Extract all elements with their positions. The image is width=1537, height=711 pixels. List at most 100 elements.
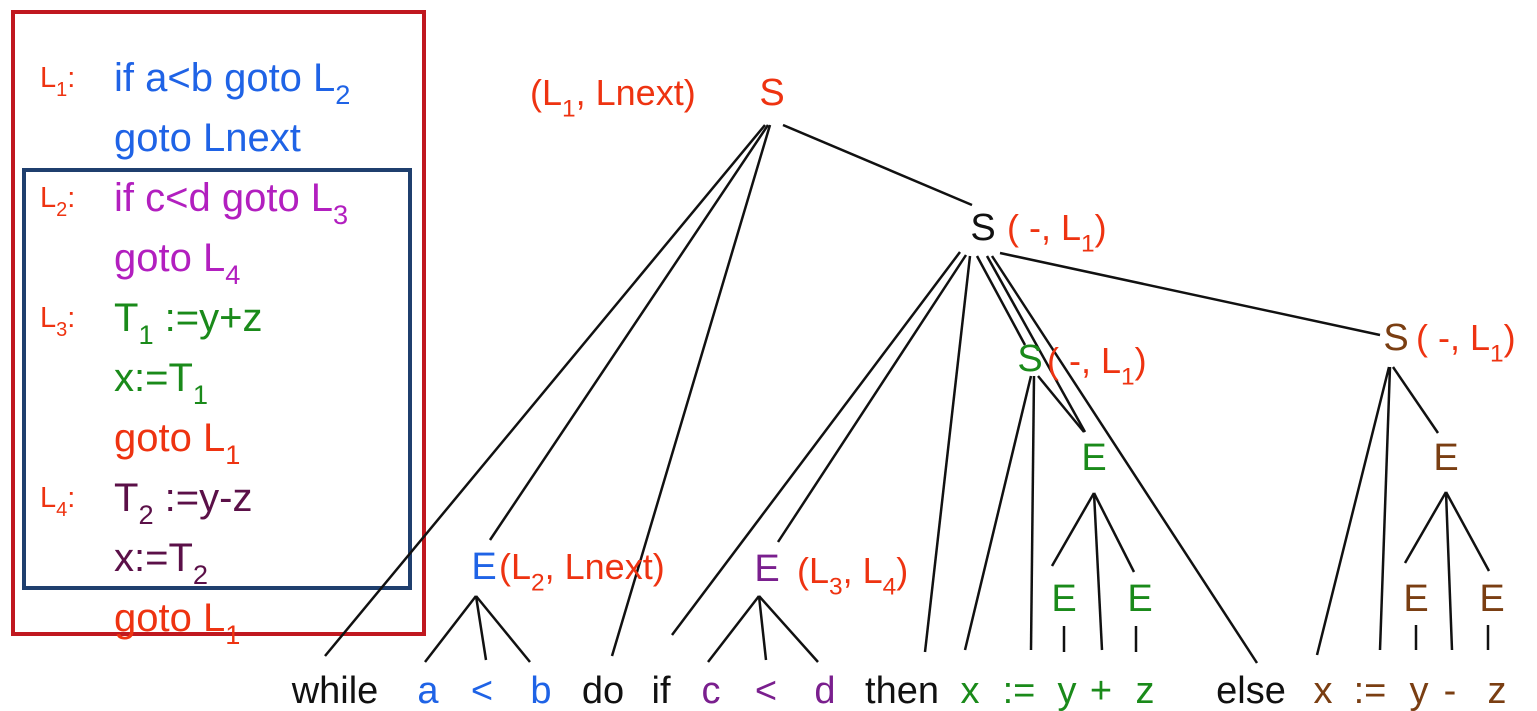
code-line-label: L1: — [40, 62, 75, 101]
tree-edge — [1050, 492, 1096, 567]
code-line-part: 4 — [225, 259, 240, 290]
token-y1: y — [1058, 670, 1077, 711]
tree-node-e-while: E — [471, 546, 496, 588]
node-attribute-part: , Lnext) — [576, 72, 696, 113]
tree-edge — [1029, 375, 1036, 651]
tree-edge — [1378, 366, 1392, 651]
tree-edge — [475, 595, 531, 663]
tree-edge — [990, 255, 1259, 664]
code-line-part: 2 — [335, 79, 350, 110]
tree-edge — [610, 124, 772, 657]
inner-code-box — [22, 168, 412, 590]
tree-edge — [999, 251, 1381, 337]
code-line: goto L1 — [114, 416, 240, 470]
code-line: T2 :=y-z — [114, 476, 252, 530]
node-attribute-part: ) — [1095, 207, 1107, 248]
token-if: if — [652, 670, 671, 711]
node-attribute-part: 4 — [883, 574, 897, 601]
tree-edge — [324, 124, 766, 657]
code-line-label: L3: — [40, 302, 75, 341]
node-attribute-part: 3 — [829, 574, 843, 601]
node-attribute-part: (L — [499, 546, 531, 587]
token-sequence: while a < b do if c < d then x:= y + z else x:= y - z — [291, 670, 1507, 711]
tree-node-e-if: E — [754, 548, 779, 590]
tree-node-e-then_l: E — [1051, 578, 1076, 620]
code-line-part: x:=T — [114, 536, 193, 580]
token-y2: y — [1410, 670, 1429, 711]
tree-edge — [424, 595, 477, 663]
token-b: b — [530, 670, 551, 711]
tree-edge — [1391, 366, 1440, 434]
node-attribute-part: 2 — [531, 570, 545, 597]
code-line-part: 1 — [225, 619, 240, 650]
tree-edge — [488, 124, 770, 541]
node-attribute-part: (L — [797, 550, 829, 591]
token-assign1: := — [1003, 670, 1036, 711]
token-assign2: := — [1354, 670, 1387, 711]
token-d: d — [814, 670, 835, 711]
tree-edge — [758, 595, 819, 663]
code-line-part: 2 — [193, 559, 208, 590]
node-attribute-part: ) — [896, 550, 908, 591]
tree-edge — [1037, 375, 1085, 433]
code-line-part: 1 — [225, 439, 240, 470]
tree-node-e-else_r: E — [1479, 578, 1504, 620]
tree-edge — [1444, 491, 1491, 572]
tree-node-s-then: S — [1017, 338, 1042, 380]
node-attribute-part: 1 — [562, 96, 576, 123]
tree-edge — [757, 595, 768, 661]
tree-edge — [963, 375, 1033, 651]
code-line-part: if c<d goto L — [114, 176, 333, 220]
code-line: T1 :=y+z — [114, 296, 263, 350]
token-then: then — [865, 670, 939, 711]
tree-edge — [474, 595, 488, 661]
code-line-label: L4: — [40, 482, 75, 521]
tree-node-s-root: S — [759, 72, 784, 114]
node-attribute: (L3, L4) — [797, 550, 908, 601]
tree-node-s-else: S — [1383, 317, 1408, 359]
node-attribute: ( -, L1) — [1416, 317, 1516, 368]
code-line-part: :=y-z — [154, 476, 253, 520]
code-line-part: goto L — [114, 416, 225, 460]
node-attribute-part: 1 — [1121, 364, 1135, 391]
node-attribute-part: ( -, L — [1007, 207, 1081, 248]
code-line-part: x:=T — [114, 356, 193, 400]
tree-edge — [923, 255, 972, 653]
tree-node-e-else_l: E — [1403, 578, 1428, 620]
token-while: while — [291, 670, 379, 711]
tree-node-e-then_r: E — [1127, 578, 1152, 620]
code-line-part: 1 — [193, 379, 208, 410]
tree-edges — [324, 123, 1491, 664]
code-line-part: goto Lnext — [114, 116, 301, 160]
code-line-part: 2 — [138, 499, 153, 530]
tree-edge — [1315, 366, 1391, 656]
token-plus: + — [1090, 670, 1112, 711]
token-x1: x — [961, 670, 980, 711]
code-line: if c<d goto L3 — [114, 176, 348, 230]
code-line-part: T — [114, 296, 138, 340]
token-do: do — [582, 670, 624, 711]
code-line: goto Lnext — [114, 116, 301, 160]
token-lt1: < — [471, 670, 493, 711]
tree-edge — [985, 255, 1087, 433]
code-line-part: goto L — [114, 236, 225, 280]
tree-node-e-then: E — [1081, 437, 1106, 479]
tree-edge — [671, 251, 961, 636]
token-z1: z — [1136, 670, 1155, 711]
node-attribute-part: ) — [1135, 340, 1147, 381]
token-lt2: < — [755, 670, 777, 711]
node-attribute-part: 1 — [1490, 341, 1504, 368]
node-attributes: (L1, Lnext)( -, L1)( -, L1)( -, L1)(L2, … — [499, 72, 1516, 601]
node-attribute-part: ) — [1504, 317, 1516, 358]
node-attribute: ( -, L1) — [1007, 207, 1107, 258]
tree-nodes: S S S S E E E E E E E E — [471, 72, 1504, 620]
tree-edge — [776, 254, 968, 543]
token-z2: z — [1488, 670, 1507, 711]
tree-edge — [1092, 492, 1136, 573]
node-attribute: ( -, L1) — [1047, 340, 1147, 391]
code-line-part: 1 — [138, 319, 153, 350]
outer-code-box — [11, 10, 426, 636]
token-minus: - — [1444, 670, 1457, 711]
